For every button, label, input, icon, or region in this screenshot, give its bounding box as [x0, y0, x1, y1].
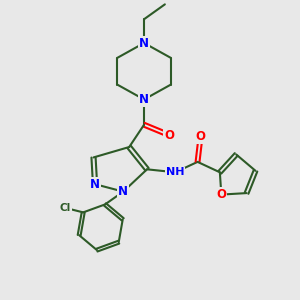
Text: O: O [216, 188, 226, 201]
Text: Cl: Cl [60, 203, 71, 213]
Text: N: N [118, 185, 128, 198]
Text: O: O [196, 130, 206, 143]
Text: O: O [164, 129, 174, 142]
Text: N: N [139, 93, 149, 106]
Text: N: N [90, 178, 100, 191]
Text: NH: NH [166, 167, 184, 177]
Text: N: N [139, 37, 149, 50]
